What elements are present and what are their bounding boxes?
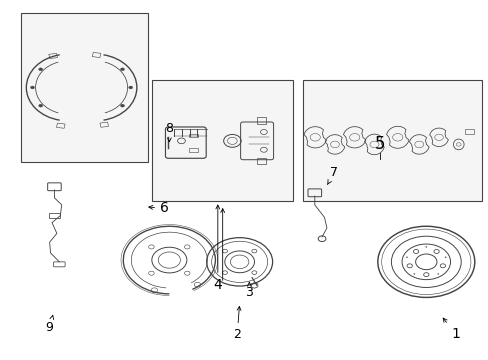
Circle shape [39,104,42,107]
Text: 4: 4 [213,205,222,292]
Circle shape [128,86,132,89]
Circle shape [436,273,438,275]
Bar [56,123,65,128]
Bar [188,148,198,152]
Bar [92,52,101,58]
Text: 8: 8 [165,122,173,142]
Circle shape [405,257,407,258]
Text: 2: 2 [233,306,241,341]
Circle shape [444,257,446,258]
Bar [48,213,60,219]
Circle shape [121,104,124,107]
Circle shape [425,246,427,248]
Bar [100,122,108,127]
Text: 9: 9 [45,315,54,334]
Circle shape [31,86,34,89]
Bar [256,158,266,165]
Circle shape [39,68,42,71]
Bar [256,117,266,124]
Circle shape [413,273,414,275]
Text: 3: 3 [245,282,253,298]
Text: 1: 1 [442,318,459,341]
Bar [464,130,473,134]
Bar [21,13,147,162]
Bar [188,134,198,137]
Text: 6: 6 [148,202,168,216]
Bar [49,53,58,59]
Bar [302,80,481,201]
Text: 7: 7 [327,166,338,185]
Bar [152,80,292,201]
Text: 5: 5 [374,135,385,153]
Circle shape [121,68,124,71]
